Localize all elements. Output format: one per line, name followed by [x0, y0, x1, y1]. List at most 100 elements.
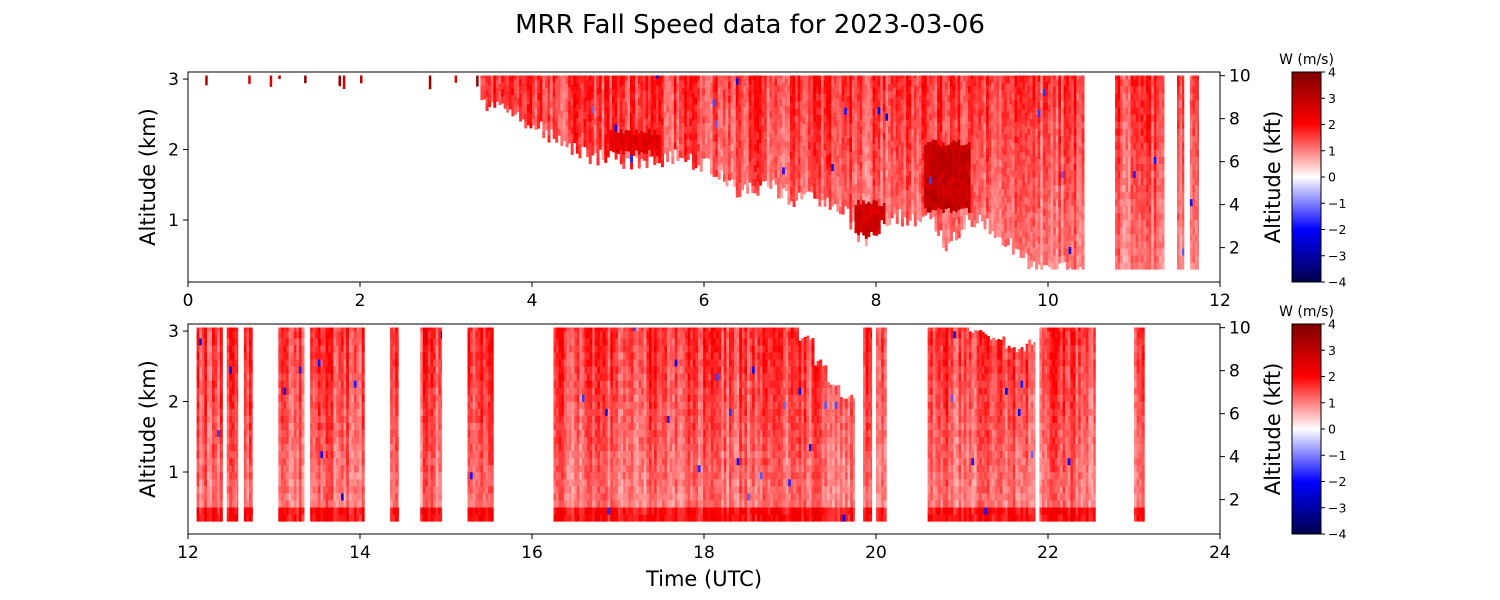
heatmap-cell	[1029, 118, 1033, 127]
heatmap-cell	[1068, 239, 1072, 248]
heatmap-cell	[968, 177, 971, 185]
heatmap-cell	[1011, 212, 1015, 220]
heatmap-cell	[588, 107, 592, 115]
heatmap-cell	[1014, 79, 1018, 87]
heatmap-cell	[828, 153, 832, 161]
heatmap-cell	[1138, 177, 1142, 186]
heatmap-cell	[890, 175, 894, 184]
heatmap-cell	[1135, 142, 1139, 150]
heatmap-cell	[877, 85, 881, 94]
heatmap-cell	[931, 195, 935, 203]
heatmap-cell	[1133, 100, 1137, 108]
heatmap-cell	[704, 80, 708, 88]
heatmap-cell	[204, 359, 208, 367]
heatmap-cell	[596, 80, 600, 88]
heatmap-cell	[1022, 159, 1026, 167]
heatmap-cell	[1045, 102, 1049, 111]
heatmap-cell	[983, 116, 987, 124]
heatmap-cell	[862, 115, 866, 123]
heatmap-cell	[697, 122, 701, 131]
heatmap-cell	[1009, 103, 1013, 112]
heatmap-cell	[1125, 198, 1129, 207]
heatmap-cell	[952, 175, 956, 183]
heatmap-cell	[720, 92, 724, 100]
heatmap-cell	[1014, 163, 1018, 172]
heatmap-cell	[601, 145, 605, 153]
heatmap-cell	[209, 352, 213, 360]
heatmap-cell	[743, 92, 747, 101]
heatmap-cell	[640, 116, 644, 124]
heatmap-cell	[550, 86, 554, 95]
heatmap-cell	[880, 79, 884, 87]
heatmap-cell	[1014, 184, 1018, 193]
heatmap-cell	[875, 136, 879, 145]
heatmap-cell	[756, 82, 760, 91]
heatmap-cell	[926, 85, 930, 93]
heatmap-cell	[926, 163, 930, 171]
heatmap-cell	[993, 75, 997, 84]
heatmap-cell	[1050, 226, 1054, 235]
heatmap-cell	[756, 160, 760, 168]
heatmap-cell	[506, 98, 510, 106]
heatmap-cell	[797, 178, 801, 186]
heatmap-cell	[586, 114, 590, 122]
heatmap-cell	[1122, 79, 1126, 87]
heatmap-cell	[1017, 178, 1021, 187]
heatmap-cell	[818, 185, 822, 193]
heatmap-cell	[655, 148, 659, 157]
heatmap-cell	[655, 120, 659, 128]
heatmap-cell	[1066, 149, 1070, 157]
heatmap-cell	[593, 110, 597, 118]
heatmap-cell	[849, 123, 853, 131]
heatmap-cell	[991, 195, 995, 203]
heatmap-cell	[880, 149, 884, 157]
heatmap-cell	[1153, 121, 1157, 129]
heatmap-cell	[924, 137, 928, 145]
heatmap-cell	[753, 178, 757, 187]
heatmap-cell	[833, 147, 837, 155]
heatmap-cell	[1071, 227, 1075, 235]
heatmap-cell	[1177, 114, 1180, 122]
heatmap-cell	[1197, 93, 1199, 101]
heatmap-cell	[815, 121, 819, 129]
heatmap-cell	[885, 183, 889, 192]
heatmap-cell	[707, 130, 711, 138]
heatmap-cell	[756, 167, 760, 175]
heatmap-cell	[1146, 163, 1150, 171]
heatmap-cell	[857, 129, 861, 137]
heatmap-cell	[1120, 100, 1124, 108]
heatmap-cell	[841, 80, 845, 88]
heatmap-cell	[1143, 142, 1147, 150]
heatmap-cell	[1146, 241, 1150, 249]
heatmap-cell	[983, 200, 987, 209]
chart-title: MRR Fall Speed data for 2023-03-06	[515, 10, 985, 40]
heatmap-cell	[766, 165, 770, 173]
heatmap-cell	[968, 92, 971, 101]
heatmap-cell	[831, 177, 835, 186]
heatmap-cell	[1066, 234, 1070, 242]
heatmap-cell	[627, 137, 631, 145]
heatmap-cell	[1050, 248, 1054, 256]
heatmap-cell	[1055, 107, 1059, 115]
heatmap-cell	[960, 75, 964, 82]
heatmap-cell	[1024, 196, 1028, 205]
heatmap-cell	[973, 212, 977, 221]
heatmap-cell	[1148, 100, 1152, 108]
heatmap-cell	[862, 108, 866, 116]
heatmap-cell	[1053, 107, 1057, 115]
heatmap-cell	[212, 507, 216, 515]
heatmap-cell	[1066, 86, 1070, 94]
heatmap-cell	[795, 158, 799, 166]
heatmap-cell	[1053, 75, 1057, 80]
heatmap-cell	[526, 110, 530, 119]
heatmap-cell	[495, 87, 499, 95]
heatmap-cell	[1071, 142, 1075, 150]
heatmap-cell	[1189, 234, 1193, 242]
heatmap-cell	[955, 113, 959, 121]
heatmap-cell	[1022, 116, 1026, 125]
heatmap-cell	[588, 121, 592, 129]
heatmap-cell	[1001, 217, 1005, 225]
heatmap-cell	[575, 146, 579, 154]
heatmap-cell	[730, 75, 734, 81]
heatmap-cell	[1014, 75, 1018, 80]
